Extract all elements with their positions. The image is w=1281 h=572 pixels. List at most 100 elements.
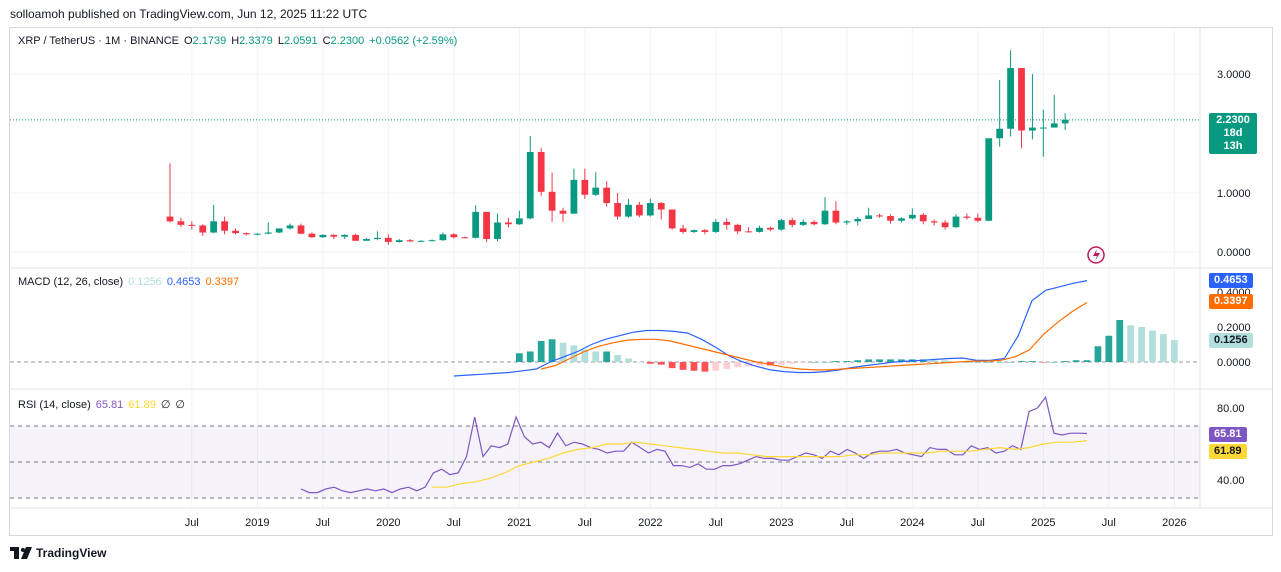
candle-body [1007, 68, 1014, 129]
time-tick-label: 2026 [1162, 517, 1186, 529]
macd-histogram-bar [854, 360, 862, 362]
time-tick-label: Jul [185, 517, 199, 529]
macd-histogram-bar [603, 351, 611, 362]
alert-icon [1087, 246, 1105, 264]
candle-body [275, 228, 283, 233]
candle-body [701, 230, 709, 232]
price-badge-value: 2.2300 [1216, 114, 1250, 126]
candle-body [297, 225, 305, 234]
candle-body [330, 234, 338, 237]
macd-signal-value: 0.3397 [205, 276, 240, 288]
candle-body [188, 224, 196, 226]
macd-histogram-bar [690, 362, 698, 371]
candle-body [1061, 119, 1069, 124]
time-tick-label: Jul [840, 517, 854, 529]
candle-body [319, 234, 327, 238]
time-tick-label: Jul [971, 517, 985, 529]
rsi-extra-1: ∅ [160, 399, 171, 411]
chart-frame[interactable] [9, 27, 1273, 536]
candle-body [865, 215, 873, 219]
candle-body [461, 237, 469, 239]
rsi-value: 65.81 [95, 399, 124, 411]
candle-body [919, 214, 927, 222]
tradingview-icon [10, 547, 32, 559]
candle-body [603, 187, 611, 204]
macd-histogram-bar [777, 362, 785, 365]
candle-body [887, 216, 894, 221]
change-value: +0.0562 (+2.59%) [369, 35, 458, 47]
macd-histogram-bar [712, 362, 720, 371]
candle-body [799, 221, 807, 225]
candle-body [854, 218, 862, 222]
macd-histogram-bar [1127, 325, 1135, 362]
candle-body [788, 220, 796, 225]
macd-histogram-bar [930, 359, 938, 362]
price-badge-countdown: 18d 13h [1223, 127, 1243, 152]
macd-histogram-bar [570, 345, 578, 362]
candle-body [352, 234, 359, 241]
time-tick-label: 2020 [376, 517, 400, 529]
rsi-tick-label: 80.00 [1217, 403, 1245, 415]
candle-body [570, 179, 578, 214]
candle-body [559, 210, 567, 214]
macd-tick-label: 0.0000 [1217, 357, 1251, 369]
candle-body [417, 240, 425, 242]
macd-histogram-bar [963, 362, 971, 363]
candle-body [941, 222, 949, 228]
macd-histogram-bar [723, 362, 731, 369]
low-value: 2.0591 [283, 35, 318, 47]
macd-histogram-bar [668, 362, 676, 369]
candle-body [494, 222, 501, 240]
rsi-title: RSI (14, close) [18, 399, 91, 411]
candle-body [614, 203, 621, 217]
macd-histogram-bar [657, 362, 665, 365]
macd-histogram-bar [1039, 362, 1047, 363]
candle-body [756, 227, 763, 232]
price-tick-label: 1.0000 [1217, 188, 1251, 200]
macd-histogram-bar [636, 362, 643, 363]
close-value: 2.2300 [330, 35, 365, 47]
macd-histogram-bar [592, 351, 600, 362]
rsi-ma-badge: 61.89 [1209, 444, 1247, 459]
candle-body [374, 237, 381, 240]
candle-body [199, 225, 207, 233]
candle-body [210, 221, 218, 233]
time-tick-label: 2021 [507, 517, 531, 529]
candle-body [777, 220, 785, 230]
macd-histogram-bar [974, 362, 982, 363]
candle-body [450, 234, 458, 238]
macd-histogram-bar [767, 362, 774, 366]
high-label: H [231, 35, 240, 47]
candle-body [505, 222, 512, 225]
low-label: L [277, 35, 284, 47]
candle-body [996, 128, 1004, 139]
candle-body [636, 204, 643, 216]
candle-body [745, 231, 752, 233]
macd-histogram-bar [1072, 360, 1080, 362]
candle-body [395, 240, 403, 242]
macd-histogram-bar [1105, 335, 1113, 362]
signal-badge: 0.3397 [1209, 294, 1253, 309]
tradingview-logo[interactable]: TradingView [10, 546, 106, 560]
macd-histogram-bar [996, 362, 1004, 363]
macd-histogram-bar [1061, 361, 1069, 362]
macd-histogram-bar [1170, 340, 1178, 362]
candle-body [1029, 127, 1036, 131]
time-tick-label: Jul [447, 517, 461, 529]
macd-histogram-bar [614, 355, 621, 362]
macd-histogram-bar [1083, 360, 1091, 362]
macd-histogram-bar [1007, 362, 1014, 363]
macd-histogram-bar [701, 362, 709, 372]
open-label: O [183, 35, 193, 47]
candle-body [253, 233, 261, 235]
candle-body [625, 204, 632, 217]
time-tick-label: Jul [1102, 517, 1116, 529]
candle-body [767, 227, 774, 230]
candle-body [581, 179, 589, 195]
candle-body [177, 221, 185, 225]
macd-histogram-bar [537, 341, 545, 362]
candle-body [406, 240, 414, 242]
macd-histogram-bar [898, 359, 905, 362]
macd-histogram-bar [1050, 362, 1058, 363]
